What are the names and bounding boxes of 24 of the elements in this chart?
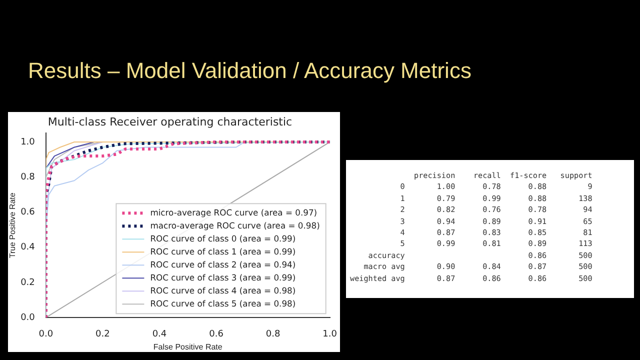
y-axis-title: True Positive Rate bbox=[8, 192, 18, 258]
x-axis-title: False Positive Rate bbox=[153, 342, 223, 352]
y-tick-label: 0.6 bbox=[20, 208, 36, 218]
legend-label: ROC curve of class 4 (area = 0.98) bbox=[150, 285, 296, 296]
legend-label: ROC curve of class 3 (area = 0.99) bbox=[150, 272, 296, 282]
legend-label: micro-average ROC curve (area = 0.97) bbox=[150, 207, 318, 218]
x-tick-label: 0.8 bbox=[266, 329, 280, 340]
x-tick-label: 1.0 bbox=[322, 329, 338, 340]
legend-label: macro-average ROC curve (area = 0.98) bbox=[150, 220, 320, 230]
y-tick-label: 0.0 bbox=[20, 312, 36, 323]
y-tick-label: 0.8 bbox=[20, 172, 36, 182]
y-tick-label: 1.0 bbox=[20, 137, 36, 148]
y-tick-label: 0.4 bbox=[20, 242, 36, 253]
x-tick-label: 0.4 bbox=[152, 329, 167, 340]
legend-label: ROC curve of class 0 (area = 0.99) bbox=[150, 233, 296, 244]
legend-label: ROC curve of class 5 (area = 0.98) bbox=[150, 298, 296, 308]
x-tick-label: 0.0 bbox=[38, 329, 54, 340]
x-tick-label: 0.6 bbox=[209, 329, 224, 340]
y-tick-label: 0.2 bbox=[20, 278, 35, 288]
legend-label: ROC curve of class 1 (area = 0.99) bbox=[150, 246, 296, 256]
legend-label: ROC curve of class 2 (area = 0.94) bbox=[150, 259, 296, 270]
x-tick-label: 0.2 bbox=[96, 329, 110, 340]
text: Results – Model Validation / Accuracy Metrics bbox=[28, 58, 472, 84]
chart-title: Multi-class Receiver operating characteristic bbox=[48, 115, 292, 128]
